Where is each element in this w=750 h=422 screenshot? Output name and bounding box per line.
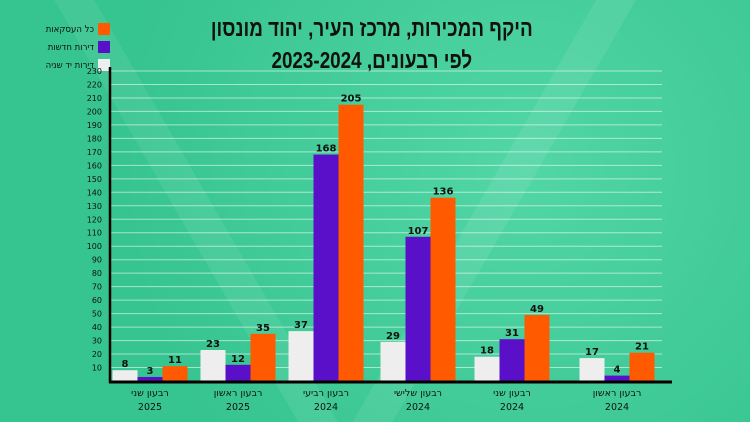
- data-label: 31: [505, 328, 519, 339]
- data-label: 136: [433, 187, 454, 198]
- bar: [579, 358, 605, 381]
- y-tick-label: 220: [87, 80, 102, 89]
- data-label: 21: [635, 342, 649, 353]
- bar: [604, 375, 630, 381]
- bar: [250, 333, 276, 381]
- y-tick-label: 40: [92, 323, 102, 332]
- data-label: 107: [408, 226, 429, 237]
- bar: [430, 197, 456, 381]
- data-label: 12: [231, 354, 245, 365]
- y-tick-label: 230: [87, 67, 102, 76]
- y-tick-label: 170: [87, 148, 102, 157]
- data-label: 35: [256, 323, 270, 334]
- y-tick-label: 180: [87, 134, 102, 143]
- y-tick-label: 100: [87, 242, 102, 251]
- data-label: 49: [530, 304, 544, 315]
- legend-item: כל העסקאות: [20, 20, 110, 38]
- y-tick-label: 10: [92, 364, 102, 373]
- y-tick-label: 70: [92, 283, 102, 292]
- legend-item: דירות חדשות: [20, 38, 110, 56]
- y-tick-label: 160: [87, 161, 102, 170]
- legend-swatch: [98, 59, 110, 71]
- x-tick-label: רבעון ראשון: [214, 388, 263, 399]
- x-tick-label: רבעון שני: [131, 388, 169, 399]
- data-label: 4: [614, 365, 621, 376]
- data-label: 11: [168, 355, 182, 366]
- y-tick-label: 60: [92, 296, 102, 305]
- x-tick-label: רבעון רביעי: [303, 388, 349, 399]
- data-label: 205: [341, 94, 362, 105]
- bar: [380, 341, 406, 381]
- y-tick-label: 120: [87, 215, 102, 224]
- y-tick-label: 90: [92, 256, 102, 265]
- y-tick-label: 30: [92, 337, 102, 346]
- y-tick-label: 190: [87, 121, 102, 130]
- x-tick-label: רבעון שני: [493, 388, 531, 399]
- bar: [225, 364, 251, 381]
- data-label: 18: [480, 346, 494, 357]
- data-label: 17: [585, 347, 599, 358]
- x-tick-year: 2024: [406, 402, 430, 413]
- bar: [338, 104, 364, 382]
- y-tick-label: 80: [92, 269, 102, 278]
- legend-swatch: [98, 23, 110, 35]
- legend-label: כל העסקאות: [45, 23, 94, 35]
- data-label: 23: [206, 339, 220, 350]
- bar: [499, 339, 525, 381]
- bar: [405, 236, 431, 381]
- data-label: 29: [386, 331, 400, 342]
- chart-title: היקף המכירות, מרכז העיר, יהוד מונסון לפי…: [159, 12, 585, 76]
- y-tick-label: 20: [92, 350, 102, 359]
- y-tick-label: 140: [87, 188, 102, 197]
- x-tick-year: 2024: [314, 402, 338, 413]
- bar: [112, 370, 138, 381]
- x-tick-year: 2024: [605, 402, 629, 413]
- legend-label: דירות יד שניה: [45, 59, 94, 71]
- data-label: 3: [147, 366, 154, 377]
- legend-item: דירות יד שניה: [20, 56, 110, 74]
- bar: [629, 352, 655, 381]
- y-tick-label: 200: [87, 107, 102, 116]
- bar: [524, 314, 550, 381]
- title-line: היקף המכירות, מרכז העיר, יהוד מונסון: [210, 15, 533, 41]
- y-tick-label: 150: [87, 175, 102, 184]
- y-tick-label: 210: [87, 94, 102, 103]
- data-label: 37: [294, 320, 308, 331]
- y-tick-label: 130: [87, 202, 102, 211]
- bar: [137, 376, 163, 381]
- bar: [474, 356, 500, 381]
- legend: כל העסקאות דירות חדשות דירות יד שניה: [20, 20, 110, 74]
- legend-label: דירות חדשות: [47, 41, 94, 53]
- legend-swatch: [98, 41, 110, 53]
- bar: [313, 154, 339, 381]
- data-label: 8: [122, 359, 129, 370]
- x-tick-year: 2024: [500, 402, 524, 413]
- bar: [200, 350, 226, 381]
- bar: [162, 366, 188, 381]
- x-tick-label: רבעון ראשון: [593, 388, 642, 399]
- subtitle-line: לפי רבעונים, 2023-2024: [271, 47, 473, 73]
- data-label: 168: [316, 144, 337, 155]
- y-tick-label: 110: [87, 229, 102, 238]
- x-tick-label: רבעון שלישי: [394, 388, 442, 399]
- x-tick-year: 2025: [138, 402, 162, 413]
- y-tick-label: 50: [92, 310, 102, 319]
- bar: [288, 331, 314, 381]
- x-tick-year: 2025: [226, 402, 250, 413]
